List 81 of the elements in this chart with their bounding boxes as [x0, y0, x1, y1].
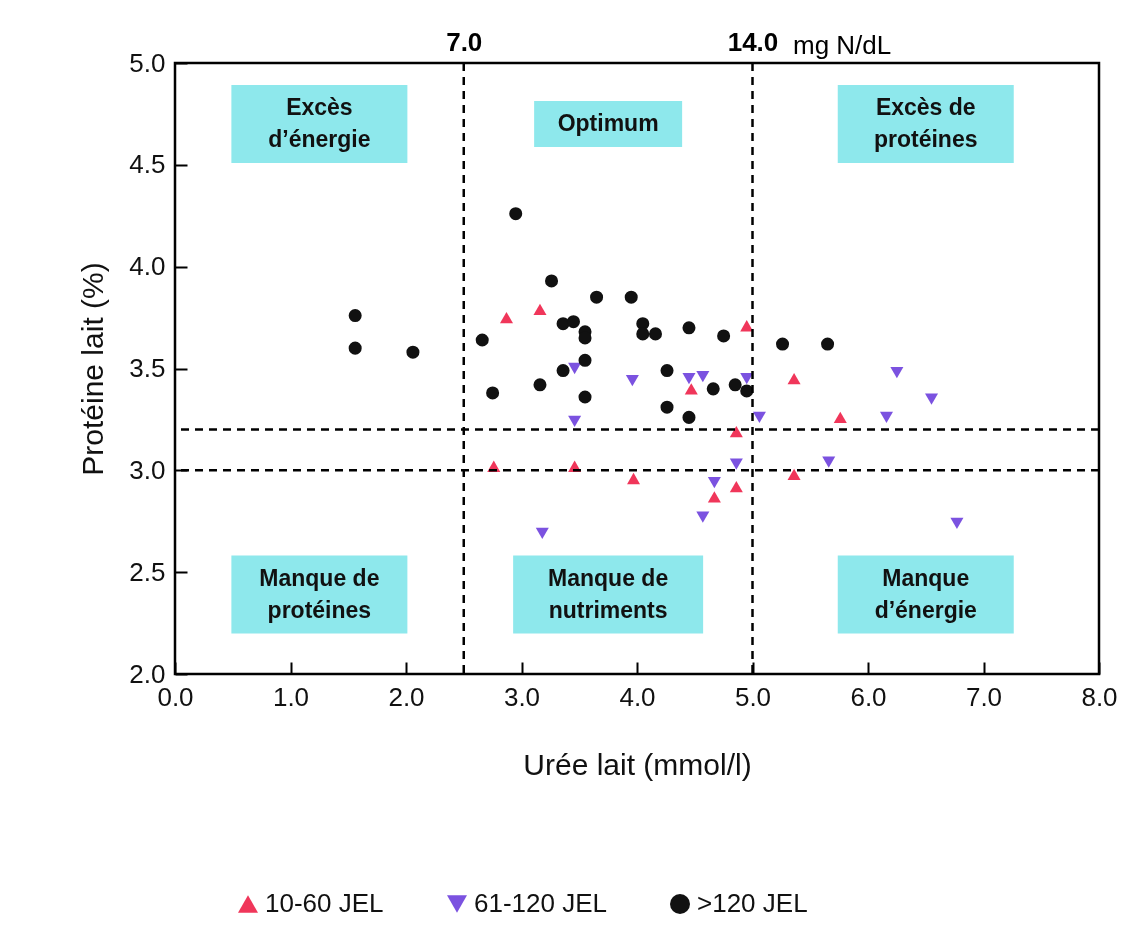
point — [728, 378, 742, 392]
point — [833, 411, 847, 424]
point — [499, 311, 513, 324]
annotation: Manque de nutriments — [548, 564, 669, 623]
x-tick-label: 3.0 — [503, 681, 541, 712]
point — [660, 364, 674, 378]
point — [590, 290, 604, 304]
point — [879, 411, 893, 424]
point — [568, 362, 582, 375]
point — [475, 333, 489, 347]
point — [776, 337, 790, 351]
point — [660, 400, 674, 414]
point — [648, 327, 662, 341]
y-tick-label: 5.0 — [129, 47, 166, 78]
x-tick-label: 6.0 — [850, 681, 887, 712]
x-axis-title: Urée lait (mmol/l) — [523, 747, 752, 781]
y-tick-label: 2.0 — [129, 658, 166, 689]
point — [740, 320, 754, 332]
annotation: Excès d’énergie — [268, 94, 371, 153]
point — [706, 382, 720, 396]
annotation: Optimum — [557, 110, 659, 137]
legend-label: 61-120 JEL — [474, 888, 607, 918]
point — [625, 375, 639, 387]
x-tick-label: 2.0 — [388, 681, 425, 712]
point — [348, 309, 362, 323]
y-tick-label: 4.0 — [129, 251, 166, 282]
y-tick-label: 3.5 — [129, 353, 166, 383]
point — [684, 383, 698, 395]
point — [535, 527, 549, 540]
point — [566, 315, 580, 329]
point — [486, 386, 500, 400]
annotation: Excès de protéines — [873, 94, 978, 153]
point — [950, 517, 964, 529]
point — [787, 373, 801, 385]
x-tick-label: 7.0 — [965, 681, 1003, 712]
point — [696, 511, 710, 523]
point — [821, 337, 835, 351]
point — [545, 274, 559, 288]
annotation: Manque de protéines — [259, 564, 380, 623]
point — [729, 458, 743, 470]
point — [533, 378, 547, 392]
x2-tick-label: 14.0 — [727, 26, 779, 57]
point — [509, 207, 523, 221]
point — [787, 468, 801, 481]
point — [682, 321, 696, 335]
point — [406, 345, 420, 359]
point — [707, 476, 721, 489]
point — [578, 353, 592, 367]
x-tick-label: 4.0 — [619, 681, 656, 712]
x-tick-label: 8.0 — [1081, 681, 1118, 712]
point — [822, 456, 836, 468]
point — [624, 290, 638, 304]
point — [740, 373, 754, 385]
legend-label: >120 JEL — [697, 888, 808, 918]
point — [636, 327, 650, 341]
point — [578, 390, 592, 404]
point — [707, 491, 721, 503]
point — [627, 472, 641, 485]
point — [348, 341, 362, 355]
x2-tick-label: 7.0 — [446, 26, 483, 57]
point — [752, 411, 766, 424]
point — [682, 373, 696, 385]
point — [729, 425, 743, 438]
point — [925, 393, 939, 405]
x-tick-label: 5.0 — [734, 681, 772, 712]
point — [556, 364, 570, 378]
x2-axis-title: mg N/dL — [793, 29, 892, 60]
point — [533, 303, 547, 316]
x-tick-label: 1.0 — [272, 681, 310, 712]
point — [729, 480, 743, 493]
point — [682, 410, 696, 424]
y-axis-title: Protéine lait (%) — [76, 262, 110, 476]
point — [717, 329, 731, 343]
y-tick-label: 4.5 — [129, 149, 166, 180]
annotation: Manque d’énergie — [874, 564, 977, 623]
point — [890, 366, 904, 379]
point — [696, 371, 710, 383]
y-tick-label: 2.5 — [129, 556, 166, 587]
legend-label: 10-60 JEL — [265, 888, 384, 918]
y-tick-label: 3.0 — [129, 454, 166, 485]
point — [568, 415, 582, 428]
